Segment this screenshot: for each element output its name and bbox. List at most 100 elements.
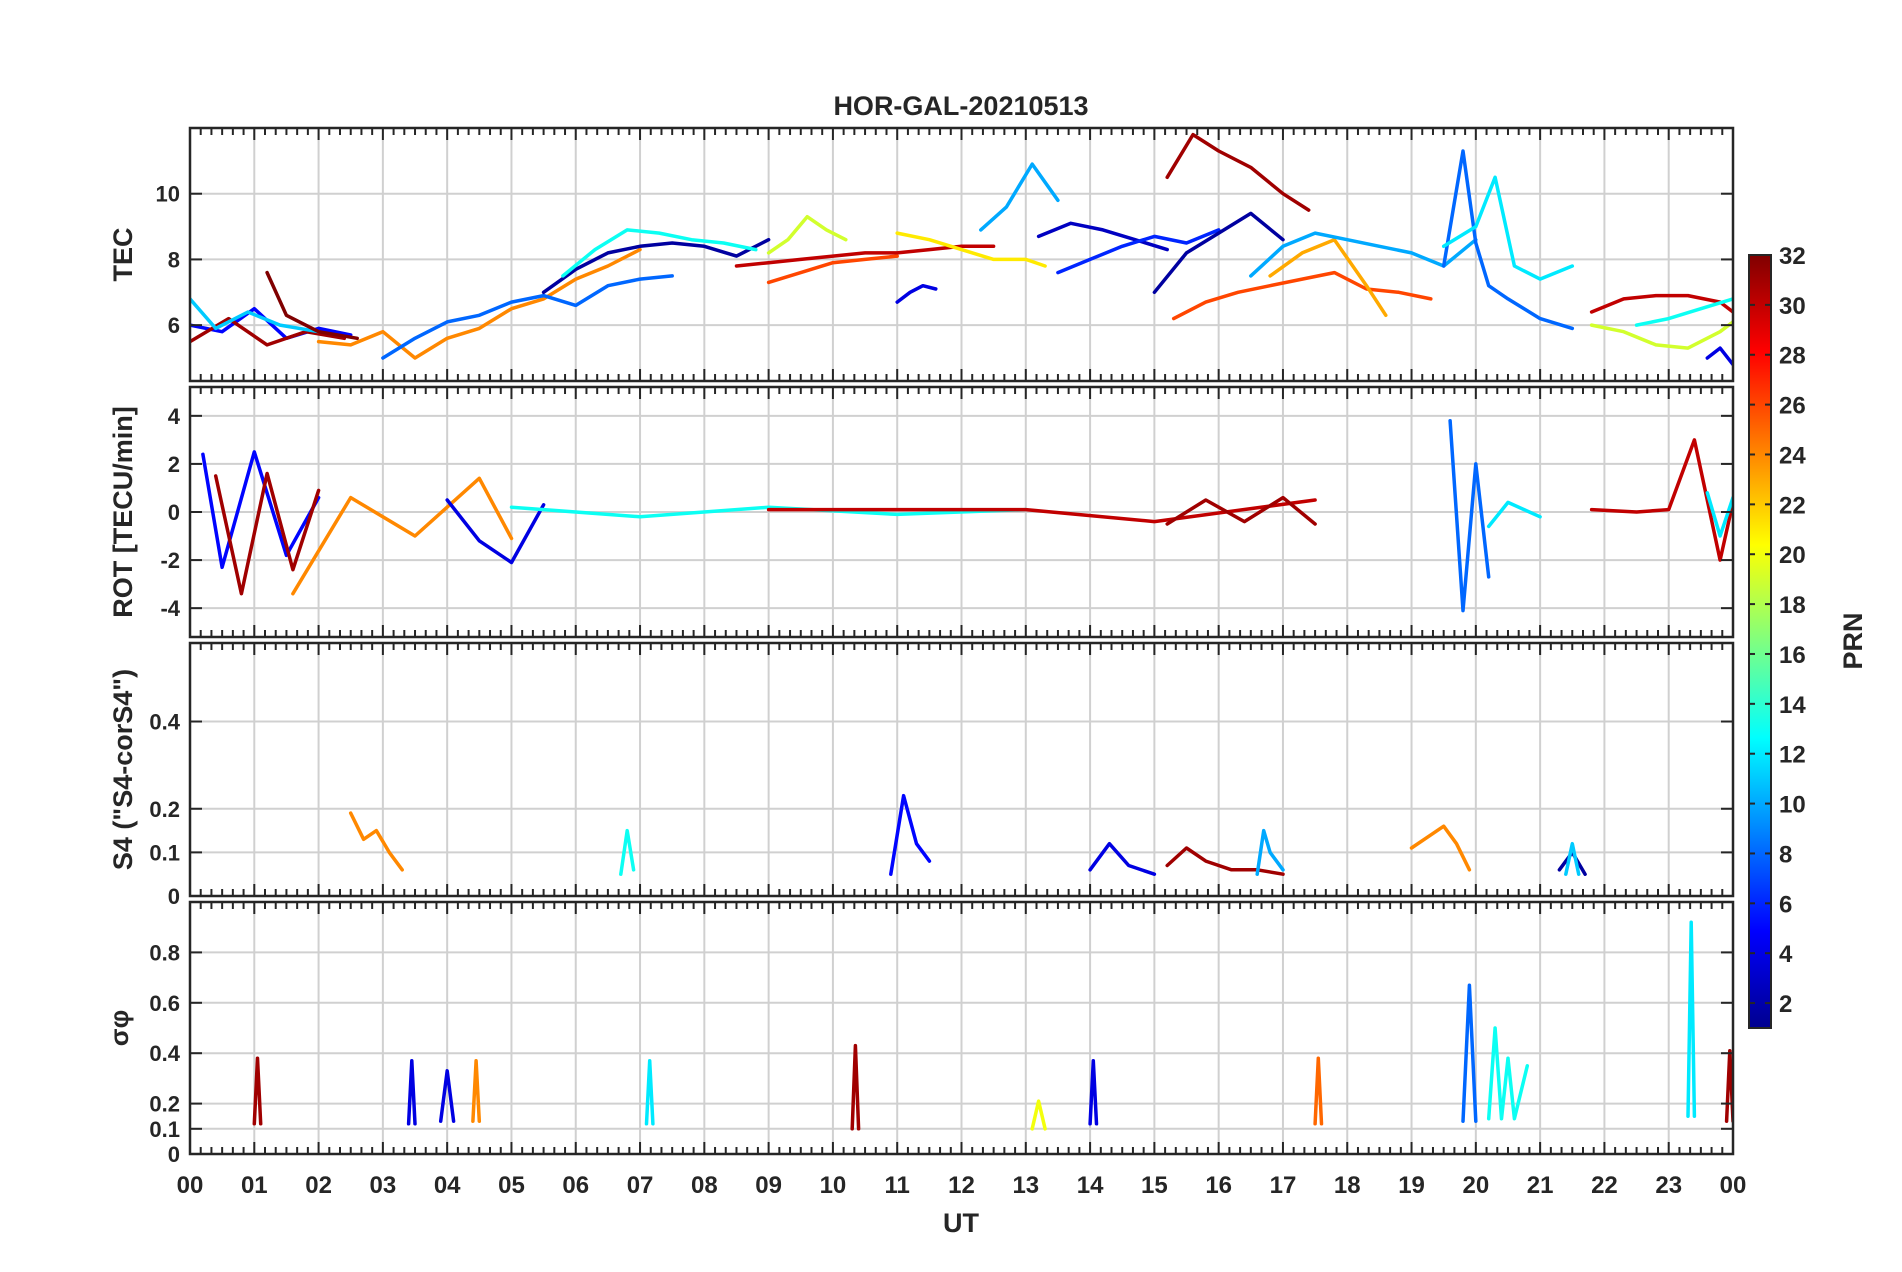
series-line-prn-31 — [252, 1056, 263, 1126]
y-axis-label-tec: TEC — [108, 228, 138, 282]
y-axis-label-rot: ROT [TECU/min] — [108, 406, 138, 617]
series-line-prn-8 — [1441, 149, 1575, 331]
series-line-prn-12 — [644, 1059, 655, 1126]
x-tick-label: 10 — [820, 1172, 847, 1199]
series-line-prn-4 — [438, 1069, 456, 1123]
y-tick-label: 0 — [168, 1142, 180, 1167]
series-group — [252, 920, 1733, 1131]
colorbar-tick-label: 22 — [1779, 492, 1806, 519]
series-line-prn-30 — [1589, 438, 1733, 562]
y-tick-label: 0 — [168, 500, 180, 525]
series-line-prn-8 — [1448, 418, 1491, 613]
series-group — [348, 793, 1587, 876]
series-line-prn-19 — [766, 214, 848, 255]
colorbar-tick-label: 2 — [1779, 991, 1792, 1018]
colorbar-tick-label: 12 — [1779, 742, 1806, 769]
y-tick-label: 4 — [168, 404, 181, 429]
x-tick-label: 11 — [885, 1172, 910, 1199]
series-line-prn-4 — [1088, 1059, 1099, 1126]
x-tick-label: 04 — [434, 1172, 461, 1199]
series-line-prn-24 — [348, 811, 404, 872]
x-tick-label: 16 — [1205, 1172, 1232, 1199]
colorbar-tick-label: 28 — [1779, 343, 1806, 370]
series-line-prn-31 — [213, 471, 321, 596]
x-tick-label: 01 — [241, 1172, 268, 1199]
colorbar-tick-label: 20 — [1779, 542, 1806, 569]
y-tick-label: 0.4 — [149, 710, 180, 735]
series-line-prn-11 — [190, 297, 321, 334]
series-line-prn-25 — [1313, 1056, 1324, 1126]
x-tick-label: 00 — [1720, 1172, 1747, 1199]
series-line-prn-30 — [766, 498, 1317, 524]
y-tick-label: 0 — [168, 884, 180, 909]
y-tick-label: 0.1 — [149, 840, 180, 865]
x-tick-label: 06 — [562, 1172, 589, 1199]
x-tick-label: 17 — [1270, 1172, 1297, 1199]
x-tick-label: 00 — [177, 1172, 204, 1199]
y-tick-label: 0.2 — [149, 797, 180, 822]
series-line-prn-31 — [1165, 846, 1285, 876]
x-tick-label: 14 — [1077, 1172, 1104, 1199]
y-tick-label: -4 — [160, 596, 180, 621]
y-tick-label: 6 — [168, 313, 180, 338]
series-line-prn-3 — [1036, 221, 1169, 252]
series-line-prn-2 — [541, 237, 771, 295]
series-line-prn-4 — [1705, 346, 1733, 367]
series-line-prn-13 — [1634, 297, 1733, 327]
series-line-prn-10 — [979, 162, 1060, 232]
series-line-prn-8 — [381, 274, 674, 360]
series-line-prn-21 — [895, 231, 1047, 268]
series-line-prn-10 — [1255, 828, 1285, 876]
y-tick-label: 10 — [156, 182, 180, 207]
colorbar-tick-label: 18 — [1779, 592, 1806, 619]
series-line-prn-24 — [1409, 824, 1472, 872]
series-line-prn-26 — [1171, 270, 1433, 321]
x-tick-label: 02 — [305, 1172, 332, 1199]
x-tick-label: 20 — [1462, 1172, 1489, 1199]
x-tick-label: 19 — [1398, 1172, 1425, 1199]
series-line-prn-4 — [406, 1059, 417, 1126]
x-tick-label: 09 — [755, 1172, 782, 1199]
y-tick-label: 0.2 — [149, 1092, 180, 1117]
colorbar-tick-label: 24 — [1779, 442, 1806, 469]
panel-frame — [188, 126, 1735, 383]
x-tick-label: 07 — [627, 1172, 654, 1199]
series-line-prn-12 — [1486, 500, 1542, 529]
y-tick-label: 0.1 — [149, 1117, 180, 1142]
x-axis-label: UT — [943, 1208, 979, 1238]
x-tick-label: 13 — [1012, 1172, 1039, 1199]
series-line-prn-4 — [895, 283, 938, 304]
colorbar-tick-label: 4 — [1779, 941, 1793, 968]
y-tick-label: 2 — [168, 452, 180, 477]
series-line-prn-20 — [1030, 1099, 1047, 1131]
x-tick-label: 08 — [691, 1172, 718, 1199]
colorbar-tick-label: 10 — [1779, 792, 1806, 819]
y-tick-label: 0.6 — [149, 991, 180, 1016]
colorbar-label: PRN — [1838, 612, 1868, 669]
x-tick-labels: 00 01 02 03 04 05 06 07 08 09 10 11 12 13 14 15 16 17 18 19… — [177, 1172, 1747, 1199]
y-tick-label: -2 — [160, 548, 180, 573]
series-line-prn-23 — [1268, 237, 1388, 318]
colorbar-tick-label: 32 — [1779, 243, 1806, 270]
panel-frame — [188, 641, 1735, 898]
panel-s4: 0 0.1 0.2 0.4 S4 ("S4-corS4") — [108, 641, 1735, 909]
panel-frame — [188, 900, 1735, 1156]
x-tick-label: 03 — [370, 1172, 397, 1199]
series-line-prn-4 — [445, 498, 546, 565]
colorbar-tick-label: 8 — [1779, 841, 1792, 868]
panel-frame — [188, 385, 1735, 639]
series-line-prn-12 — [1441, 175, 1575, 281]
colorbar-tick-label: 14 — [1779, 692, 1806, 719]
panel-rot: -4 -2 0 2 4 ROT [TECU/min] — [108, 385, 1735, 639]
x-tick-label: 12 — [948, 1172, 975, 1199]
y-tick-label: 0.8 — [149, 940, 180, 965]
colorbar-tick-label: 26 — [1779, 393, 1806, 420]
chart-title: HOR-GAL-20210513 — [833, 91, 1088, 121]
series-line-prn-6 — [1056, 228, 1221, 275]
series-line-prn-13 — [509, 505, 1028, 519]
series-line-prn-24 — [291, 476, 514, 596]
series-line-prn-32 — [265, 270, 359, 341]
series-line-prn-10 — [1249, 231, 1478, 278]
series-line-prn-8 — [1461, 983, 1478, 1123]
